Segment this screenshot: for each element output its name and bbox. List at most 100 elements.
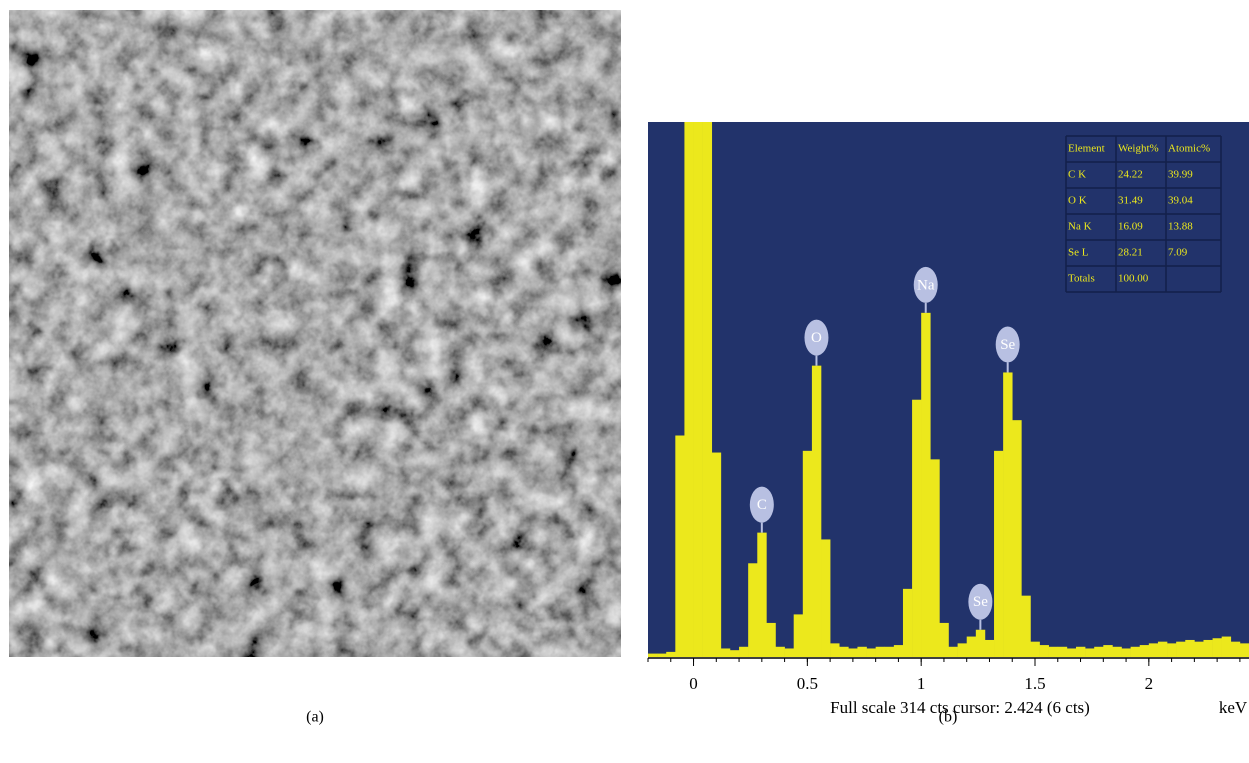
spectrum-bar: [839, 646, 849, 657]
x-tick-label: 1: [917, 674, 926, 693]
spectrum-bar: [1048, 646, 1059, 657]
table-cell: Atomic%: [1168, 143, 1210, 155]
table-cell: 7.09: [1168, 247, 1188, 259]
spectrum-bar: [711, 452, 722, 657]
peak-label: Se: [1000, 337, 1015, 353]
table-cell: Se L: [1068, 247, 1089, 259]
table-cell: 16.09: [1118, 221, 1143, 233]
spectrum-bar: [1075, 646, 1086, 657]
spectrum-bar: [1130, 646, 1141, 657]
spectrum-bar: [802, 450, 813, 657]
spectrum-bar: [1066, 648, 1077, 657]
spectrum-bar: [848, 648, 858, 657]
spectrum-bar: [684, 122, 694, 657]
table-cell: Weight%: [1118, 143, 1159, 155]
spectrum-bar: [1203, 639, 1213, 657]
spectrum-bar: [1112, 646, 1122, 657]
spectrum-bar: [675, 435, 685, 657]
spectrum-bar: [720, 648, 731, 657]
table-cell: C K: [1068, 169, 1086, 181]
footer: Full scale 314 cts cursor: 2.424 (6 cts): [830, 698, 1090, 717]
spectrum-bar: [1157, 641, 1168, 657]
spectrum-bar: [866, 648, 876, 657]
spectrum-bar: [1121, 648, 1131, 657]
spectrum-bar: [1212, 638, 1222, 657]
spectrum-bar: [875, 646, 886, 657]
peak-marker: [913, 266, 938, 303]
spectrum-bar: [1194, 641, 1204, 657]
spectrum-bar: [1012, 420, 1022, 657]
spectrum-bar: [1085, 648, 1095, 657]
peak-label: C: [757, 497, 767, 513]
spectrum-bar: [1030, 641, 1040, 657]
spectrum-bar: [766, 622, 776, 657]
x-tick-label: 2: [1145, 674, 1154, 693]
spectrum-bar: [702, 122, 713, 657]
peak-label: O: [811, 330, 822, 346]
table-cell: 13.88: [1168, 221, 1193, 233]
spectrum-bar: [984, 639, 995, 657]
spectrum-bar: [1039, 645, 1049, 657]
x-tick-label: 1.5: [1024, 674, 1045, 693]
spectrum-bar: [830, 643, 840, 657]
table-cell: 39.04: [1168, 195, 1193, 207]
spectrum-bar: [957, 643, 968, 657]
table-cell: O K: [1068, 195, 1087, 207]
table-cell: 28.21: [1118, 247, 1143, 259]
spectrum-bar: [884, 646, 895, 657]
spectrum-bar: [912, 399, 922, 657]
spectrum-bar: [930, 459, 940, 657]
panel-label: (a): [306, 709, 324, 726]
spectrum-bar: [1057, 646, 1068, 657]
x-tick-label: 0.5: [797, 674, 818, 693]
spectrum-bar: [1230, 641, 1241, 657]
spectrum-bar: [648, 653, 658, 657]
table-cell: Totals: [1068, 273, 1095, 285]
table-cell: 39.99: [1168, 169, 1193, 181]
spectrum-bar: [693, 122, 703, 657]
table-cell: 100.00: [1118, 273, 1149, 285]
spectrum-bar: [1003, 372, 1013, 657]
spectrum-bar: [921, 312, 931, 657]
spectrum-bar: [902, 588, 913, 657]
peak-marker: [804, 319, 829, 356]
spectrum-bar: [784, 648, 794, 657]
spectrum-bar: [821, 539, 831, 657]
spectrum-bar: [739, 646, 749, 657]
spectrum-bar: [893, 645, 904, 657]
spectrum-bar: [1221, 636, 1232, 657]
spectrum-bar: [1167, 643, 1177, 657]
plot-area: [648, 122, 1249, 657]
spectrum-bar: [757, 532, 767, 657]
peak-marker: [968, 583, 993, 620]
table-cell: 31.49: [1118, 195, 1143, 207]
spectrum-bar: [1148, 643, 1159, 657]
peak-marker: [995, 326, 1020, 363]
spectrum-bar: [1103, 645, 1113, 657]
spectrum-bar: [811, 365, 822, 657]
peak-label: Na: [917, 277, 935, 293]
spectrum-bar: [729, 650, 740, 657]
x-tick-label: 0: [689, 674, 698, 693]
spectrum-bar: [948, 646, 958, 657]
x-axis-label: keV: [1219, 698, 1248, 717]
table-cell: 24.22: [1118, 169, 1143, 181]
table-cell: Element: [1068, 143, 1105, 155]
table-cell: Na K: [1068, 221, 1092, 233]
spectrum-bar: [1139, 645, 1150, 657]
spectrum-bar: [1185, 639, 1195, 657]
spectrum-bar: [1021, 595, 1031, 657]
spectrum-bar: [994, 450, 1004, 657]
spectrum-bar: [1176, 641, 1186, 657]
spectrum-bar: [1239, 643, 1249, 657]
spectrum-bar: [939, 622, 949, 657]
spectrum-bar: [1094, 646, 1104, 657]
spectrum-bar: [857, 646, 867, 657]
peak-label: Se: [973, 594, 988, 610]
spectrum-bar: [657, 653, 667, 657]
spectrum-bar: [775, 646, 785, 657]
sem-image: [9, 10, 621, 657]
spectrum-bar: [975, 629, 986, 657]
